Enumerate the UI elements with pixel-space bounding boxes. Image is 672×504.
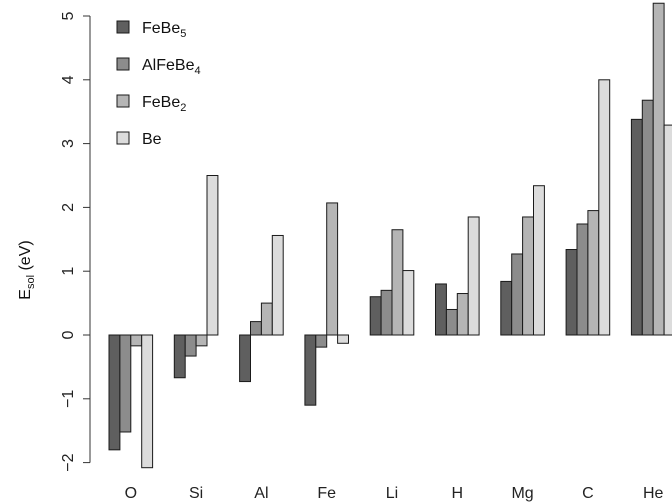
bar-he-series-2 (641, 99, 654, 336)
bar-al-series-2 (250, 321, 262, 336)
bar-li-series-4 (402, 270, 415, 336)
y-axis-label-sub: sol (25, 275, 37, 289)
bar-he-series-1 (630, 118, 643, 336)
bar-mg-series-4 (533, 185, 545, 336)
y-tick-label: 4 (60, 75, 77, 84)
y-tick-label: 3 (60, 139, 77, 148)
bar-o-series-1 (108, 334, 121, 451)
bar-o-series-2 (119, 334, 132, 433)
legend-swatch-2 (116, 57, 130, 71)
bar-fe-series-4 (337, 334, 350, 344)
bar-fe-series-2 (315, 334, 328, 348)
bar-si-series-3 (195, 334, 208, 347)
x-tick-label-he: He (643, 485, 664, 502)
bar-si-series-1 (173, 334, 186, 379)
legend-swatch-4 (116, 131, 130, 145)
legend-label-2: AlFeBe4 (142, 57, 201, 77)
bar-c-series-3 (587, 210, 600, 336)
bar-he-series-3 (652, 2, 665, 336)
y-tick-label: 1 (60, 267, 77, 276)
bar-mg-series-2 (511, 253, 524, 336)
bar-h-series-3 (456, 293, 469, 336)
legend: FeBe5 AlFeBe4 FeBe2 Be (116, 20, 201, 148)
legend-label-1: FeBe5 (142, 20, 186, 40)
bar-fe-series-3 (326, 202, 339, 336)
x-tick-label-c: C (582, 485, 594, 502)
bar-li-series-3 (391, 229, 404, 336)
legend-swatch-1 (116, 20, 130, 34)
bars-layer (108, 2, 672, 469)
bar-si-series-4 (206, 175, 219, 336)
y-tick-label: −1 (60, 390, 77, 408)
x-tick-label-fe: Fe (317, 485, 336, 502)
x-tick-label-mg: Mg (511, 485, 533, 502)
bar-o-series-4 (141, 334, 154, 469)
x-tick-label-li: Li (386, 485, 398, 502)
bar-al-series-4 (271, 234, 284, 336)
bar-si-series-2 (184, 334, 197, 357)
bar-h-series-4 (467, 216, 480, 336)
bar-h-series-1 (435, 283, 447, 336)
bar-mg-series-1 (500, 280, 513, 336)
x-tick-label-si: Si (189, 485, 203, 502)
y-tick-label: 5 (60, 11, 77, 20)
bar-li-series-2 (380, 289, 393, 336)
y-axis-label: Esol (eV) (17, 240, 37, 299)
legend-label-3: FeBe2 (142, 94, 186, 114)
y-tick-label: 0 (60, 330, 77, 339)
y-tick-label: 2 (60, 203, 77, 212)
x-tick-label-o: O (125, 485, 137, 502)
bar-c-series-1 (565, 249, 578, 336)
bar-c-series-4 (598, 79, 611, 336)
bar-li-series-1 (369, 296, 382, 336)
bar-al-series-1 (239, 334, 252, 383)
x-tick-label-h: H (452, 485, 464, 502)
x-axis-labels: O Si Al Fe Li H Mg C He (125, 485, 664, 502)
bar-al-series-3 (260, 302, 273, 336)
bar-fe-series-1 (304, 334, 317, 406)
bar-mg-series-3 (522, 216, 534, 336)
legend-swatch-3 (116, 94, 130, 108)
bar-he-series-4 (663, 124, 672, 336)
bar-c-series-2 (576, 223, 589, 336)
y-tick-label: −2 (60, 453, 77, 471)
bar-o-series-3 (130, 334, 143, 347)
x-tick-label-al: Al (254, 485, 268, 502)
y-axis: −2 −1 0 1 2 3 4 5 (60, 11, 91, 472)
legend-label-4: Be (142, 131, 162, 148)
bar-h-series-2 (445, 308, 458, 336)
